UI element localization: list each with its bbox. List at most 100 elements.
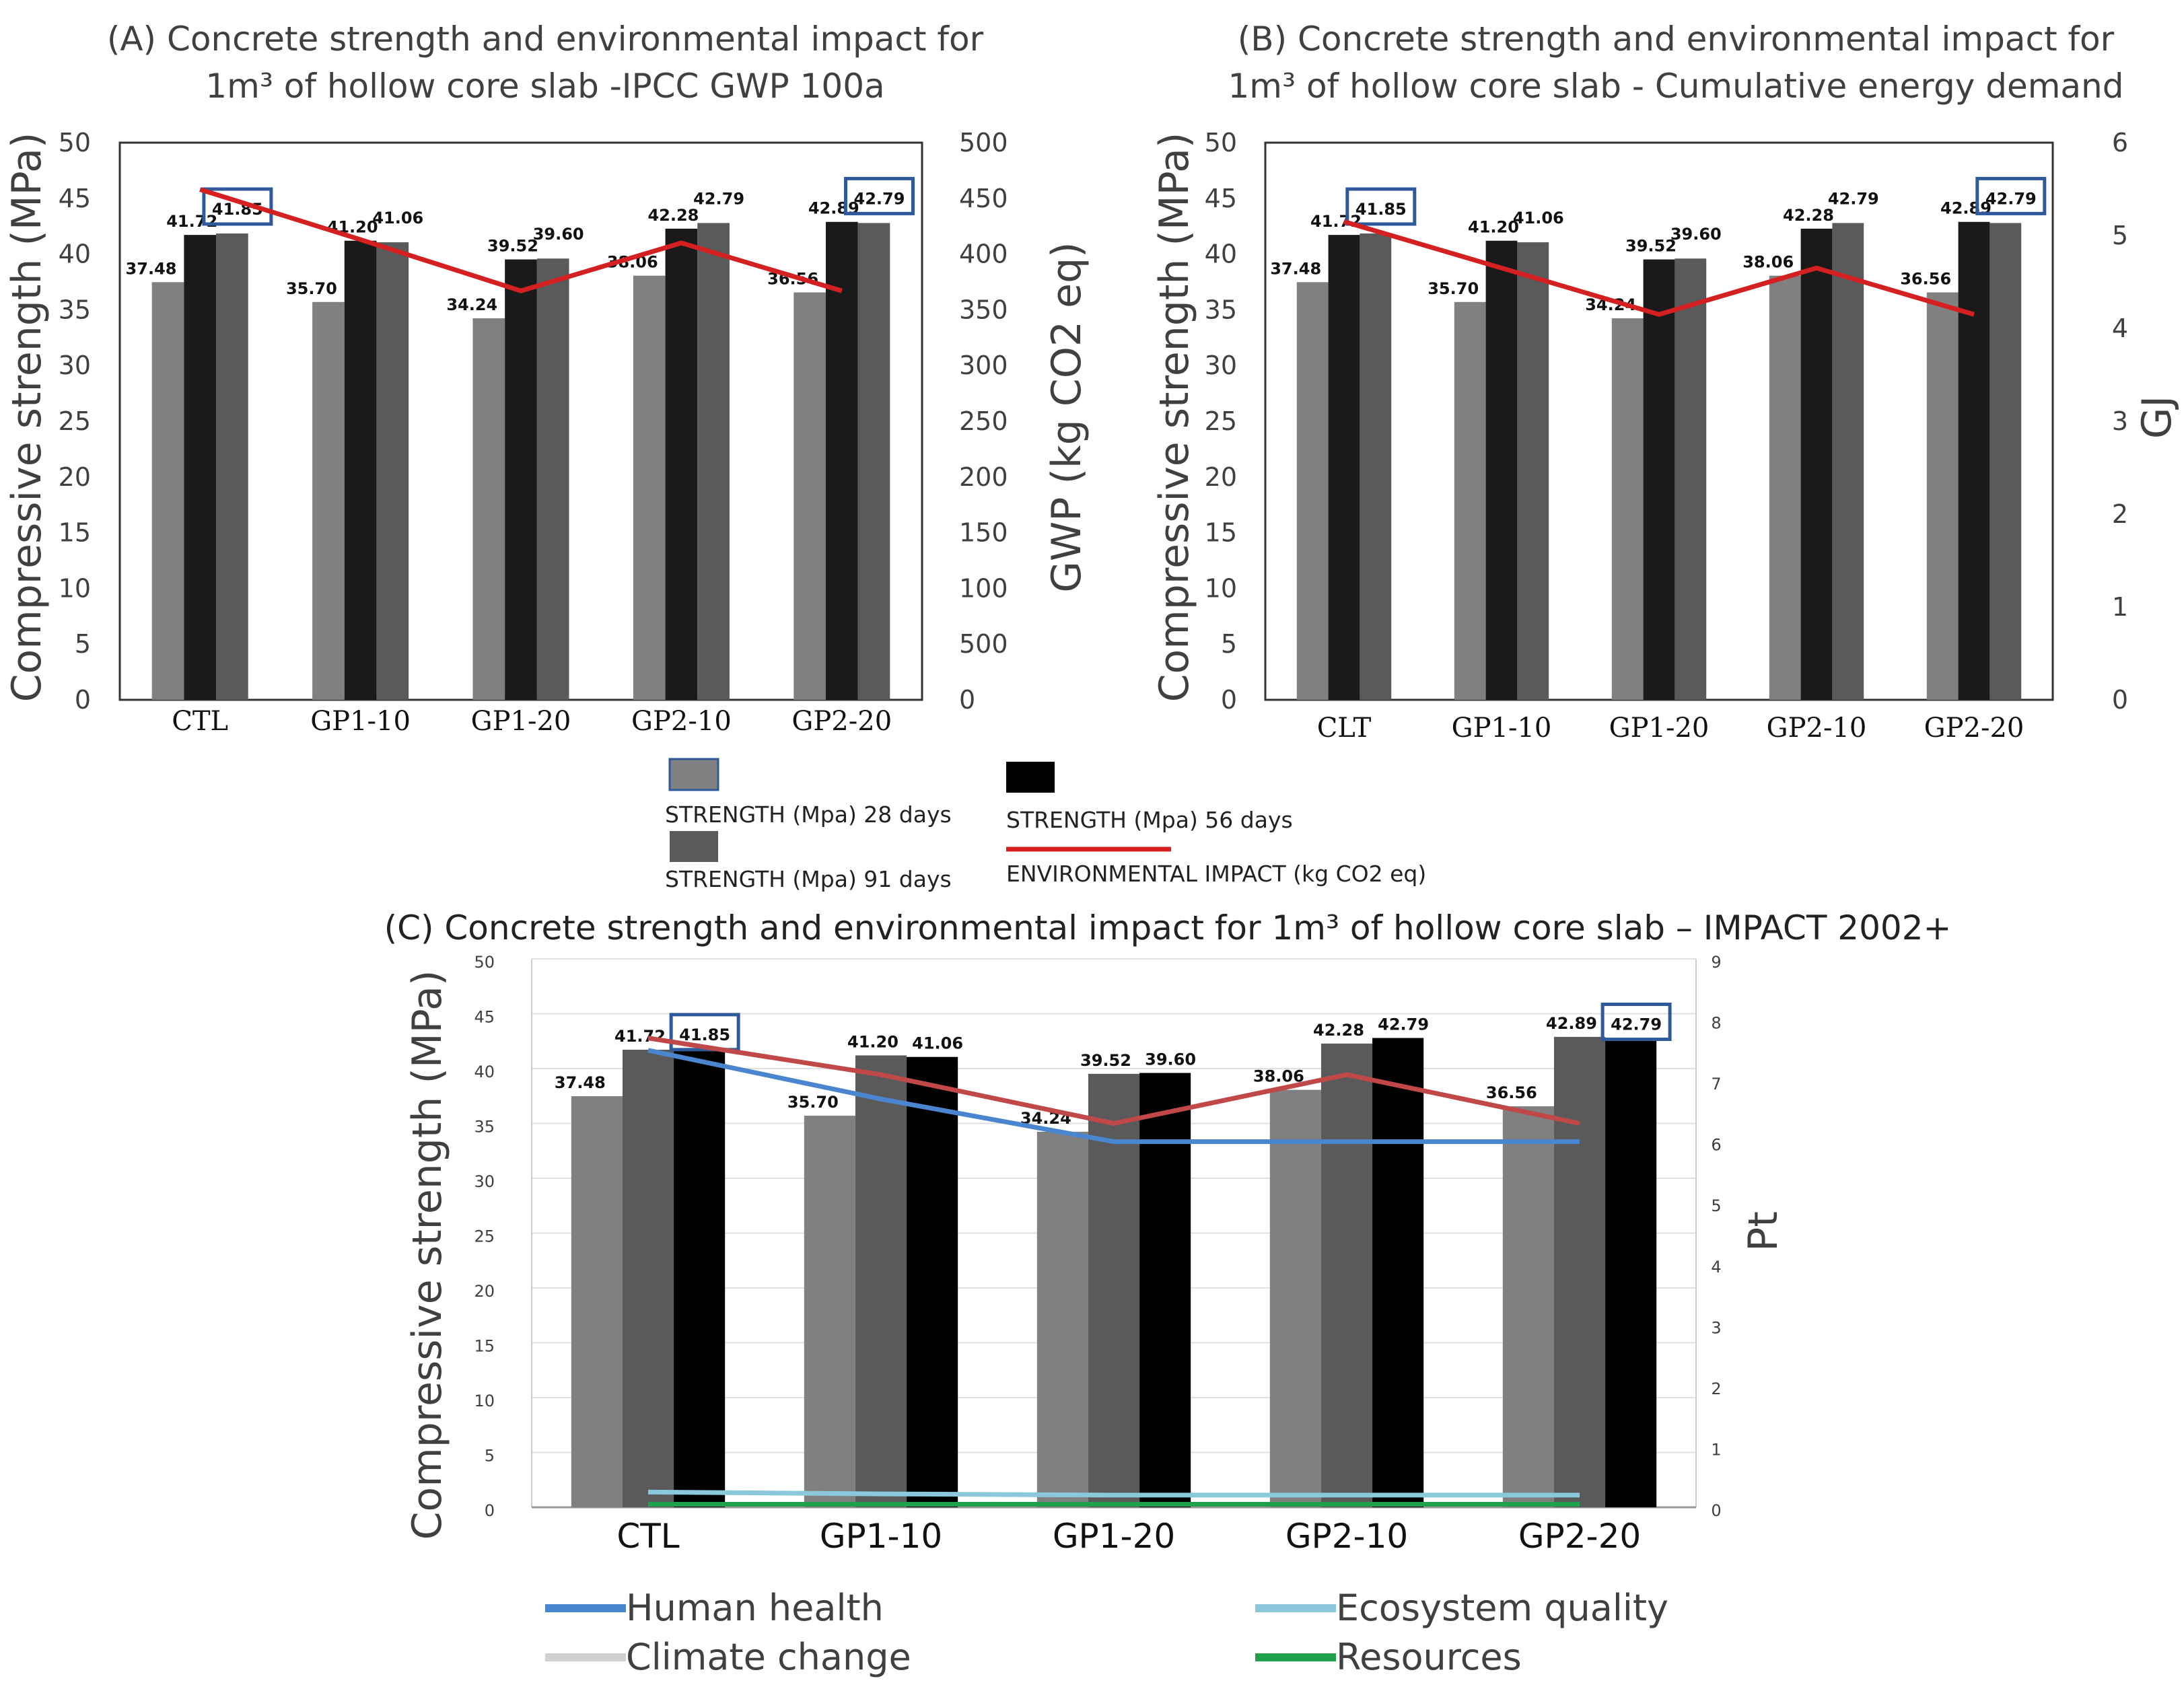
chart-c-line-human-health [647, 1048, 1580, 1145]
chart-c-y-tick: 25 [474, 1227, 495, 1246]
chart-c-bar [855, 1055, 907, 1507]
chart-b-y2-tick: 5 [2112, 221, 2128, 250]
chart-c-bar [1502, 1106, 1554, 1507]
chart-b-y2-axis-title: GJ [2134, 396, 2181, 439]
chart-b-category-label: GP2-10 [1767, 713, 1867, 744]
chart-a-bar [472, 318, 505, 700]
chart-a-y2-tick: 0 [959, 685, 975, 715]
legend-56-days-swatch [1006, 762, 1055, 793]
chart-a-bar [825, 221, 858, 700]
chart-a-y2-tick: 400 [959, 240, 1008, 269]
chart-c-y-tick: 40 [474, 1063, 495, 1081]
chart-a-data-label: 41.72 [166, 212, 217, 231]
chart-c-data-label: 42.28 [1313, 1021, 1364, 1040]
chart-b-data-label: 36.56 [1900, 270, 1951, 289]
chart-c-bar [1320, 1043, 1373, 1507]
chart-a-y-tick: 5 [75, 629, 91, 659]
chart-b-y-tick: 0 [1221, 685, 1237, 715]
chart-b-y2-tick: 0 [2112, 685, 2128, 715]
chart-a-bar [376, 242, 409, 700]
chart-a-bar [312, 301, 345, 700]
legend-c: Human health Ecosystem quality Climate c… [545, 1587, 1668, 1678]
chart-c-y2-tick: 8 [1711, 1014, 1721, 1033]
chart-c-bar [1372, 1038, 1424, 1507]
chart-a-y2-tick: 250 [959, 406, 1008, 436]
chart-b-title-line2: 1m³ of hollow core slab - Cumulative ene… [1228, 67, 2124, 106]
chart-a-data-label: 41.06 [372, 209, 423, 227]
chart-b-highlight-box [1975, 176, 2047, 215]
chart-c-y2-tick: 1 [1711, 1440, 1721, 1459]
chart-c-y2-axis-title: Pt [1740, 1211, 1787, 1252]
chart-a-bar [216, 233, 248, 700]
chart-a-y-tick: 20 [59, 462, 91, 492]
chart-c-category-label: GP2-10 [1285, 1517, 1408, 1556]
chart-b-data-label: 39.60 [1670, 225, 1722, 244]
chart-a-y-tick: 10 [59, 573, 91, 603]
chart-a-line-environmental-impact-kg-co2-eq- [199, 187, 843, 293]
chart-a-category-label: GP2-20 [791, 706, 892, 737]
chart-c-category-label: GP1-10 [820, 1517, 942, 1556]
legend-56-days-label: STRENGTH (Mpa) 56 days [1006, 807, 1293, 833]
chart-b-highlight-box [1345, 187, 1417, 226]
chart-b: (B) Concrete strength and environmental … [1151, 20, 2181, 744]
legend-ecosystem-quality-label: Ecosystem quality [1336, 1587, 1668, 1629]
chart-a-y-axis-title: Compressive strength (MPa) [3, 133, 50, 703]
chart-b-bar [1989, 223, 2022, 700]
chart-a-data-label: 39.60 [533, 225, 584, 244]
chart-b-bar [1958, 221, 1990, 700]
legend-ab: STRENGTH (Mpa) 28 days STRENGTH (Mpa) 56… [665, 758, 1426, 892]
chart-a-category-label: GP2-10 [631, 706, 732, 737]
chart-a-bar [794, 292, 826, 700]
chart-c-y2-tick: 4 [1711, 1258, 1721, 1276]
chart-b-bar [1675, 258, 1707, 700]
chart-c-highlight-box [669, 1013, 740, 1052]
chart-a-y-tick: 25 [59, 406, 91, 436]
chart-c-highlight-box [1600, 1003, 1672, 1042]
chart-b-bar [1296, 282, 1329, 700]
chart-c-y-tick: 20 [474, 1282, 495, 1301]
chart-c-bar [1036, 1131, 1088, 1507]
chart-b-y-tick: 20 [1205, 462, 1237, 492]
chart-b-y2-tick: 4 [2112, 314, 2128, 343]
chart-b-bar [1643, 259, 1675, 700]
chart-b-data-label: 41.72 [1310, 212, 1362, 231]
chart-b-bar [1454, 301, 1486, 700]
chart-b-category-label: GP2-20 [1924, 713, 2024, 744]
chart-a-y-tick: 40 [59, 240, 91, 269]
chart-b-y-tick: 50 [1205, 128, 1237, 157]
chart-a-y-tick: 30 [59, 351, 91, 380]
chart-a-category-label: GP1-10 [310, 706, 411, 737]
chart-c-data-label: 38.06 [1253, 1067, 1304, 1086]
chart-a-data-label: 42.28 [647, 206, 699, 225]
chart-a-category-label: CTL [172, 706, 228, 737]
legend-91-days-label: STRENGTH (Mpa) 91 days [665, 866, 952, 892]
chart-b-y2-tick: 3 [2112, 406, 2128, 436]
chart-a-y2-tick: 500 [959, 128, 1008, 157]
chart-b-bar [1611, 318, 1644, 700]
chart-a-bar [344, 240, 377, 700]
chart-a-y2-axis-title: GWP (kg CO2 eq) [1043, 242, 1090, 592]
chart-b-y2-tick: 6 [2112, 128, 2128, 157]
legend-env-impact-label: ENVIRONMENTAL IMPACT (kg CO2 eq) [1006, 861, 1426, 887]
chart-c-data-label: 42.79 [1378, 1015, 1429, 1034]
chart-c-y-tick: 10 [474, 1392, 495, 1410]
chart-b-bar [1360, 233, 1392, 700]
chart-b-y-tick: 10 [1205, 573, 1237, 603]
chart-c-bar [1553, 1036, 1606, 1507]
chart-a-y2-tick: 500 [959, 629, 1008, 659]
legend-climate-change-label: Climate change [626, 1636, 911, 1678]
chart-c-data-label: 42.79 [1611, 1015, 1662, 1034]
chart-a-highlight-box [202, 187, 273, 226]
chart-a-y-tick: 0 [75, 685, 91, 715]
chart-c-data-label: 42.89 [1546, 1014, 1597, 1033]
chart-b-data-label: 41.85 [1355, 200, 1407, 219]
chart-b-bar [1517, 242, 1549, 700]
chart-c-data-label: 41.06 [912, 1034, 963, 1053]
chart-b-data-label: 38.06 [1742, 253, 1794, 272]
chart-b-bar [1485, 240, 1518, 700]
chart-c-data-label: 37.48 [555, 1073, 606, 1092]
chart-c-y2-tick: 7 [1711, 1075, 1721, 1093]
chart-c-bar [1605, 1038, 1657, 1507]
chart-b-bar [1800, 228, 1833, 700]
